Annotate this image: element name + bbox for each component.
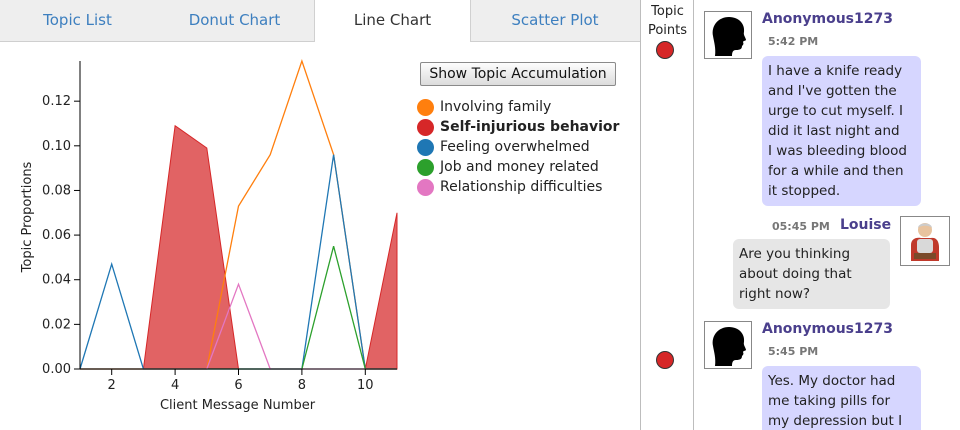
message-timestamp: 5:42 PM <box>768 35 819 48</box>
topic-points-header-line2: Points <box>647 23 688 38</box>
legend-swatch <box>417 158 434 176</box>
grandma-avatar-icon <box>900 216 950 266</box>
chat-transcript[interactable]: Anonymous1273 5:42 PM I have a knife rea… <box>695 0 960 430</box>
area-series-self-injurious-behavior <box>80 124 398 370</box>
chart-legend: Involving family Self-injurious behavior… <box>417 97 619 197</box>
message-line: for a while and then <box>768 163 904 179</box>
person-silhouette-icon <box>704 321 752 369</box>
topic-points-column: Topic Points <box>642 0 694 430</box>
legend-swatch <box>417 138 434 156</box>
legend-item-feeling-overwhelmed[interactable]: Feeling overwhelmed <box>417 137 619 157</box>
legend-swatch <box>417 178 434 196</box>
tab-scatter-plot[interactable]: Scatter Plot <box>511 11 599 29</box>
tab-donut-chart[interactable]: Donut Chart <box>188 11 281 29</box>
person-silhouette-icon <box>704 11 752 59</box>
line-series-feeling-overwhelmed <box>79 154 397 370</box>
message-line: it stopped. <box>768 183 841 199</box>
legend-label: Relationship difficulties <box>440 179 603 195</box>
counselor-username: Louise <box>840 217 892 233</box>
y-tick-label: 0.06 <box>42 228 71 243</box>
message-line: I have a knife ready <box>768 63 903 79</box>
message-line: right now? <box>739 286 811 302</box>
line-series-relationship-difficulties <box>80 282 397 370</box>
y-tick-label: 0.02 <box>42 317 71 332</box>
topic-points-header-line1: Topic <box>651 4 684 19</box>
client-username: Anonymous1273 <box>762 321 893 337</box>
legend-item-job-and-money[interactable]: Job and money related <box>417 157 619 177</box>
tab-bar: Topic List Donut Chart Line Chart Scatte… <box>0 0 640 42</box>
legend-item-involving-family[interactable]: Involving family <box>417 97 619 117</box>
x-tick-label: 2 <box>108 378 116 393</box>
x-tick-label: 10 <box>357 378 374 393</box>
y-tick-label: 0.04 <box>42 273 71 288</box>
x-axis-label: Client Message Number <box>160 398 316 413</box>
line-series-involving-family <box>80 58 397 370</box>
message-line: Are you thinking <box>739 246 851 262</box>
tab-topic-list[interactable]: Topic List <box>43 11 112 29</box>
x-tick-label: 8 <box>298 378 306 393</box>
client-message-bubble: I have a knife ready and I've gotten the… <box>762 56 921 206</box>
line-chart: 0.00 0.02 0.04 0.06 0.08 0.10 0.12 2 4 6 8 10 Client… <box>20 58 398 413</box>
message-line: urge to cut myself. I <box>768 103 904 119</box>
y-tick-label: 0.08 <box>42 183 71 198</box>
topic-point-marker[interactable] <box>656 41 674 59</box>
legend-label: Feeling overwhelmed <box>440 139 590 155</box>
message-line: about doing that <box>739 266 852 282</box>
message-line: Yes. My doctor had <box>768 373 896 389</box>
y-tick-label: 0.12 <box>42 94 71 109</box>
client-message-bubble: Yes. My doctor had me taking pills for m… <box>762 366 921 430</box>
x-tick-label: 4 <box>171 378 179 393</box>
y-tick-label: 0.10 <box>42 139 71 154</box>
legend-label: Self-injurious behavior <box>440 119 620 135</box>
message-line: I was bleeding blood <box>768 143 907 159</box>
topic-points-header: Topic Points <box>642 2 693 40</box>
legend-item-self-injurious-behavior[interactable]: Self-injurious behavior <box>417 117 619 137</box>
topic-point-marker[interactable] <box>656 351 674 369</box>
message-timestamp: 5:45 PM <box>768 345 819 358</box>
message-line: and I've gotten the <box>768 83 897 99</box>
message-timestamp: 05:45 PM <box>772 220 830 233</box>
show-topic-accumulation-button[interactable]: Show Topic Accumulation <box>420 62 616 86</box>
y-tick-label: 0.00 <box>42 362 71 377</box>
message-line: my depression but I <box>768 413 903 429</box>
legend-label: Involving family <box>440 99 552 115</box>
message-line: me taking pills for <box>768 393 891 409</box>
message-line: did it last night and <box>768 123 900 139</box>
legend-item-relationship-difficulties[interactable]: Relationship difficulties <box>417 177 619 197</box>
visualization-panel: Topic List Donut Chart Line Chart Scatte… <box>0 0 641 430</box>
counselor-message-bubble: Are you thinking about doing that right … <box>733 239 890 309</box>
tab-line-chart[interactable]: Line Chart <box>314 0 471 42</box>
y-axis-label: Topic Proportions <box>20 161 35 273</box>
x-tick-label: 6 <box>234 378 242 393</box>
legend-label: Job and money related <box>440 159 599 175</box>
client-username: Anonymous1273 <box>762 11 893 27</box>
legend-swatch <box>417 118 434 136</box>
legend-swatch <box>417 98 434 116</box>
